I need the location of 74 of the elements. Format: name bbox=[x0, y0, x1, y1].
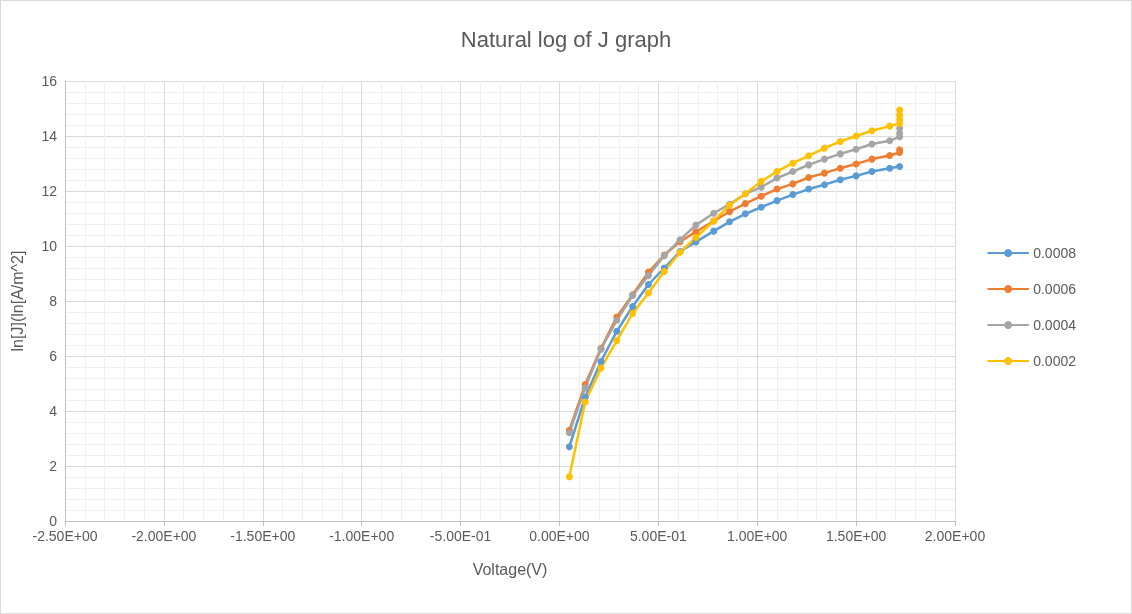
point bbox=[805, 185, 813, 193]
legend-label: 0.0002 bbox=[1033, 353, 1077, 369]
point bbox=[886, 137, 894, 145]
y-tick-label: 10 bbox=[41, 238, 58, 254]
point bbox=[773, 197, 781, 205]
point bbox=[896, 163, 904, 171]
point bbox=[805, 174, 813, 182]
x-tick-label: 1.00E+00 bbox=[727, 528, 788, 544]
point bbox=[789, 180, 797, 188]
point bbox=[836, 138, 844, 145]
x-tick-label: -1.50E+00 bbox=[230, 528, 296, 544]
point bbox=[741, 210, 749, 218]
y-tick-label: 2 bbox=[49, 458, 58, 474]
y-tick-label: 16 bbox=[41, 73, 58, 89]
point bbox=[726, 218, 734, 226]
y-tick-label: 4 bbox=[49, 403, 58, 419]
point bbox=[613, 337, 621, 345]
point bbox=[852, 172, 860, 180]
y-tick-label: 14 bbox=[41, 128, 58, 144]
point bbox=[805, 161, 813, 169]
point bbox=[868, 127, 876, 135]
y-tick-label: 0 bbox=[49, 513, 58, 529]
point bbox=[613, 327, 621, 335]
legend-label: 0.0006 bbox=[1033, 281, 1077, 297]
point bbox=[773, 167, 781, 175]
point bbox=[820, 181, 828, 189]
point bbox=[789, 167, 797, 175]
point bbox=[757, 192, 765, 200]
x-tick-label: 1.50E+00 bbox=[825, 528, 887, 544]
point bbox=[757, 203, 765, 211]
point bbox=[597, 358, 605, 365]
x-tick-label: -2.50E+00 bbox=[32, 528, 98, 544]
point bbox=[710, 227, 718, 235]
point bbox=[565, 473, 573, 481]
x-tick-label: 0.00E+00 bbox=[529, 528, 590, 544]
point bbox=[660, 268, 668, 276]
point bbox=[757, 177, 765, 185]
point bbox=[886, 164, 894, 172]
y-axis-title: ln[J](ln[A/m^2] bbox=[8, 250, 26, 352]
point bbox=[868, 167, 876, 175]
x-tick-label: -2.00E+00 bbox=[131, 528, 197, 544]
chart-title: Natural log of J graph bbox=[460, 26, 672, 52]
point bbox=[789, 159, 797, 167]
point bbox=[644, 281, 652, 288]
y-tick-label: 12 bbox=[41, 183, 58, 199]
point bbox=[692, 233, 700, 241]
point bbox=[852, 145, 860, 153]
point bbox=[820, 155, 828, 163]
point bbox=[710, 209, 718, 217]
x-tick-label: -5.00E-01 bbox=[429, 528, 492, 544]
y-tick-label: 6 bbox=[49, 348, 58, 364]
point bbox=[805, 152, 813, 160]
point bbox=[836, 150, 844, 158]
x-tick-label: 5.00E-01 bbox=[629, 528, 687, 544]
point bbox=[886, 122, 894, 130]
y-tick-label: 8 bbox=[49, 293, 58, 309]
x-axis-title: Voltage(V) bbox=[472, 560, 548, 578]
legend-label: 0.0008 bbox=[1033, 245, 1077, 261]
point bbox=[644, 289, 652, 297]
point bbox=[629, 309, 637, 317]
point bbox=[820, 169, 828, 177]
point bbox=[836, 164, 844, 172]
point bbox=[741, 200, 749, 208]
legend-label: 0.0004 bbox=[1033, 317, 1077, 333]
point bbox=[820, 144, 828, 152]
point bbox=[789, 191, 797, 199]
point bbox=[896, 106, 904, 114]
point bbox=[565, 443, 573, 451]
point bbox=[629, 303, 637, 310]
point bbox=[581, 398, 589, 406]
point bbox=[886, 152, 894, 160]
x-tick-label: 2.00E+00 bbox=[924, 528, 986, 544]
point bbox=[836, 176, 844, 184]
x-tick-label: -1.00E+00 bbox=[329, 528, 395, 544]
